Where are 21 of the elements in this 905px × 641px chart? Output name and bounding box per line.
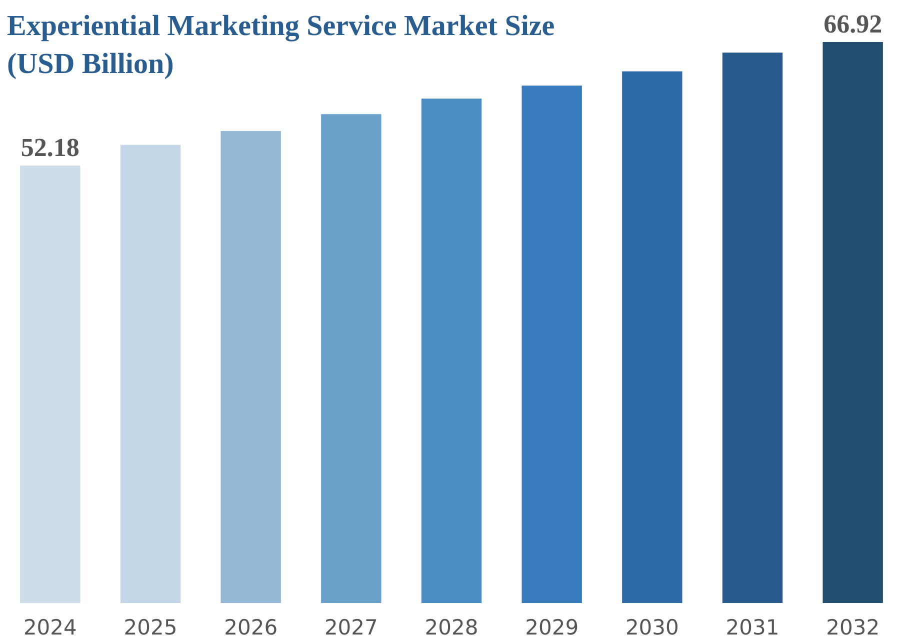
bar	[321, 114, 382, 603]
x-tick-label: 2029	[525, 616, 579, 640]
x-tick-label: 2032	[826, 616, 880, 640]
x-tick-label: 2025	[124, 616, 178, 640]
x-tick-label: 2030	[625, 616, 679, 640]
data-label: 66.92	[824, 10, 882, 38]
bar	[622, 71, 682, 603]
bar	[120, 144, 181, 603]
x-tick-label: 2026	[224, 616, 278, 640]
x-tick-label: 2024	[23, 616, 77, 640]
bar	[421, 98, 482, 603]
x-tick-label: 2031	[726, 616, 780, 640]
bar	[722, 52, 783, 603]
x-tick-label: 2027	[324, 616, 378, 640]
bar	[220, 130, 281, 603]
bar	[20, 166, 80, 603]
data-label: 52.18	[20, 133, 80, 162]
x-tick-label: 2028	[424, 616, 478, 640]
chart-title: Experiential Marketing Service Market Size (USD Billion)	[7, 10, 555, 80]
bar	[522, 86, 582, 603]
bar	[822, 42, 883, 603]
